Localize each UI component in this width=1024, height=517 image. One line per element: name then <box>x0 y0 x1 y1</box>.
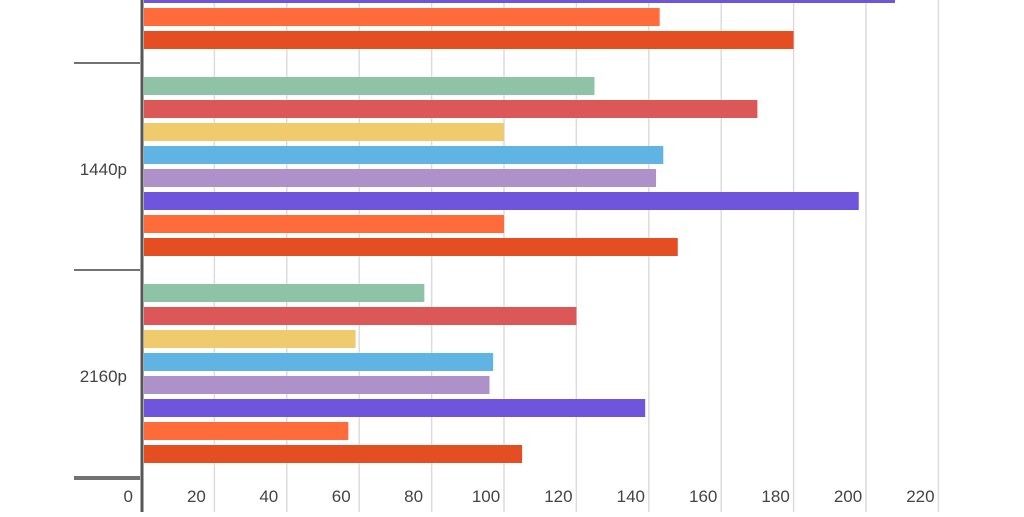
bar <box>144 284 425 302</box>
x-tick-label: 200 <box>834 487 862 506</box>
bar <box>144 0 895 3</box>
bar <box>144 123 504 141</box>
x-tick-label: 60 <box>332 487 351 506</box>
x-tick-label: 140 <box>617 487 645 506</box>
x-tick-label: 160 <box>689 487 717 506</box>
bar <box>144 307 577 325</box>
bar <box>144 31 794 49</box>
x-tick-label: 220 <box>906 487 934 506</box>
bar <box>144 445 523 463</box>
x-tick-label: 0 <box>124 487 133 506</box>
bar <box>144 169 657 187</box>
category-label: 2160p <box>80 367 127 386</box>
bar <box>144 330 356 348</box>
x-tick-label: 20 <box>187 487 206 506</box>
bar <box>144 146 664 164</box>
x-tick-label: 120 <box>544 487 572 506</box>
x-tick-label: 100 <box>472 487 500 506</box>
bar <box>144 399 646 417</box>
bar <box>144 376 490 394</box>
bar <box>144 238 678 256</box>
x-tick-label: 80 <box>404 487 423 506</box>
bar <box>144 353 494 371</box>
category-label: 1440p <box>80 160 127 179</box>
bar <box>144 77 595 95</box>
x-axis-ticks: 0 20 40 60 80 100 120 140 160 180 200 220 <box>124 487 935 506</box>
x-tick-label: 40 <box>259 487 278 506</box>
category-axis: 1440p 2160p <box>74 62 140 480</box>
bar <box>144 100 758 118</box>
bars <box>144 0 895 463</box>
bar <box>144 215 504 233</box>
bar <box>144 192 859 210</box>
bar <box>144 422 349 440</box>
bar <box>144 8 660 26</box>
x-tick-label: 180 <box>761 487 789 506</box>
